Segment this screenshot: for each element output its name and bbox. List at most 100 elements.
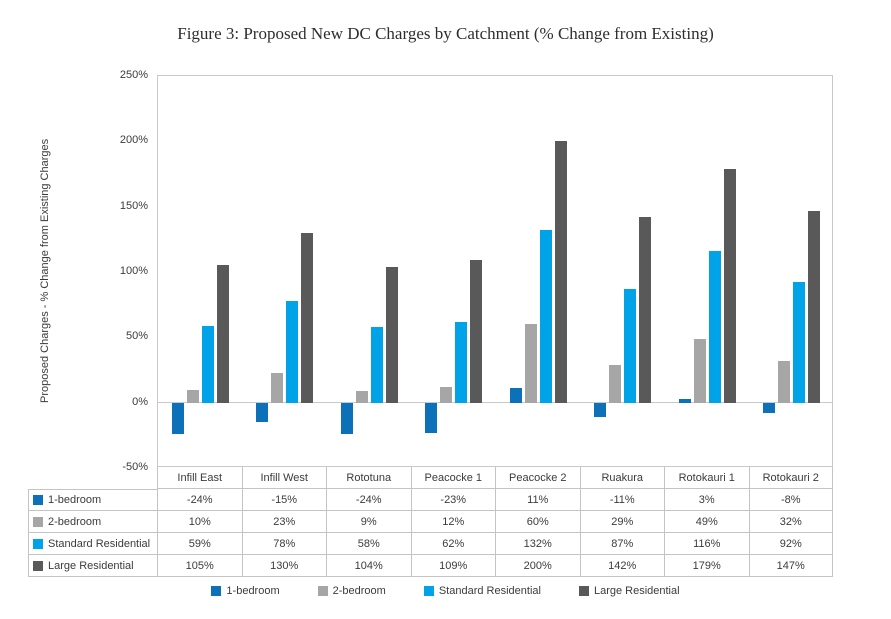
y-tick-label: 150% bbox=[119, 199, 148, 212]
bar-standard-residential bbox=[286, 300, 299, 403]
bar-group-infill-west bbox=[243, 76, 328, 466]
table-value-cell: -15% bbox=[241, 489, 326, 511]
table-value-cell: -24% bbox=[157, 489, 242, 511]
bar-1-bedroom bbox=[509, 388, 522, 403]
table-value-cell: 10% bbox=[157, 511, 242, 533]
series-name: 2-bedroom bbox=[48, 515, 102, 528]
table-value-cell: 23% bbox=[241, 511, 326, 533]
table-header-ruakura: Ruakura bbox=[579, 467, 664, 489]
table-row-label-large-residential: Large Residential bbox=[28, 555, 157, 577]
plot-area bbox=[157, 75, 833, 467]
legend-item-standard-residential: Standard Residential bbox=[423, 585, 541, 597]
bar-large-residential bbox=[470, 260, 483, 403]
table-value-cell: -24% bbox=[326, 489, 411, 511]
bar-standard-residential bbox=[370, 326, 383, 403]
bar-large-residential bbox=[639, 217, 652, 403]
legend-swatch-icon bbox=[423, 586, 434, 596]
bar-standard-residential bbox=[793, 282, 806, 403]
table-value-cell: 59% bbox=[157, 533, 242, 555]
bar-2-bedroom bbox=[271, 372, 284, 403]
table-header-peacocke-2: Peacocke 2 bbox=[495, 467, 580, 489]
table-value-cell: 104% bbox=[326, 555, 411, 577]
bar-2-bedroom bbox=[778, 360, 791, 403]
bar-group-peacocke-2 bbox=[496, 76, 581, 466]
bar-group-rototuna bbox=[327, 76, 412, 466]
series-swatch-icon bbox=[33, 538, 43, 549]
table-value-cell: 49% bbox=[664, 511, 749, 533]
bar-group-ruakura bbox=[581, 76, 666, 466]
table-value-cell: 87% bbox=[579, 533, 664, 555]
y-axis-title: Proposed Charges - % Change from Existin… bbox=[39, 138, 51, 404]
table-value-cell: 29% bbox=[579, 511, 664, 533]
chart-title: Figure 3: Proposed New DC Charges by Cat… bbox=[177, 24, 714, 43]
table-value-cell: 12% bbox=[410, 511, 495, 533]
y-tick-label: 50% bbox=[125, 330, 148, 343]
bar-2-bedroom bbox=[186, 389, 199, 403]
bar-standard-residential bbox=[455, 321, 468, 403]
bar-standard-residential bbox=[624, 288, 637, 403]
table-header-infill-east: Infill East bbox=[157, 467, 242, 489]
table-header-infill-west: Infill West bbox=[241, 467, 326, 489]
legend-swatch-icon bbox=[211, 586, 222, 596]
table-value-cell: 130% bbox=[241, 555, 326, 577]
legend-label: Standard Residential bbox=[438, 585, 541, 597]
table-row-label-2-bedroom: 2-bedroom bbox=[28, 511, 157, 533]
legend-label: 2-bedroom bbox=[332, 585, 386, 597]
table-header-peacocke-1: Peacocke 1 bbox=[410, 467, 495, 489]
table-value-cell: 132% bbox=[495, 533, 580, 555]
bar-1-bedroom bbox=[256, 402, 269, 423]
table-value-cell: 147% bbox=[748, 555, 833, 577]
series-name: 1-bedroom bbox=[48, 494, 102, 506]
bar-large-residential bbox=[385, 266, 398, 403]
bar-1-bedroom bbox=[594, 402, 607, 418]
legend: 1-bedroom 2-bedroom Standard Residential La… bbox=[0, 585, 891, 597]
bar-large-residential bbox=[216, 265, 229, 403]
series-swatch-icon bbox=[33, 495, 43, 505]
bar-1-bedroom bbox=[171, 402, 184, 435]
bar-1-bedroom bbox=[763, 402, 776, 414]
table-header-rotokauri-1: Rotokauri 1 bbox=[664, 467, 749, 489]
bar-group-peacocke-1 bbox=[412, 76, 497, 466]
table-value-cell: 200% bbox=[495, 555, 580, 577]
table-value-cell: 3% bbox=[664, 489, 749, 511]
series-name: Large Residential bbox=[48, 559, 134, 572]
table-header-rotokauri-2: Rotokauri 2 bbox=[748, 467, 833, 489]
table-value-cell: 78% bbox=[241, 533, 326, 555]
y-tick-label: 0% bbox=[132, 395, 148, 408]
legend-item-large-residential: Large Residential bbox=[578, 585, 680, 597]
series-swatch-icon bbox=[33, 560, 43, 571]
legend-swatch-icon bbox=[578, 586, 589, 596]
bar-group-infill-east bbox=[158, 76, 243, 466]
table-value-cell: 11% bbox=[495, 489, 580, 511]
bar-standard-residential bbox=[708, 251, 721, 403]
table-value-cell: 32% bbox=[748, 511, 833, 533]
table-value-cell: 60% bbox=[495, 511, 580, 533]
bar-standard-residential bbox=[201, 325, 214, 403]
y-tick-label: 100% bbox=[119, 265, 148, 277]
bar-standard-residential bbox=[539, 230, 552, 403]
bar-2-bedroom bbox=[440, 386, 453, 403]
table-value-cell: 179% bbox=[664, 555, 749, 577]
bar-2-bedroom bbox=[693, 338, 706, 403]
bar-large-residential bbox=[301, 232, 314, 403]
legend-item-2-bedroom: 2-bedroom bbox=[317, 585, 386, 597]
table-value-cell: 62% bbox=[410, 533, 495, 555]
series-name: Standard Residential bbox=[48, 537, 151, 550]
bar-2-bedroom bbox=[355, 390, 368, 403]
table-value-cell: 116% bbox=[664, 533, 749, 555]
bar-large-residential bbox=[808, 210, 821, 403]
table-value-cell: 142% bbox=[579, 555, 664, 577]
legend-label: 1-bedroom bbox=[226, 585, 280, 597]
table-value-cell: -23% bbox=[410, 489, 495, 511]
table-row-label-1-bedroom: 1-bedroom bbox=[28, 489, 157, 511]
y-tick-label: 250% bbox=[119, 69, 148, 81]
bar-1-bedroom bbox=[340, 402, 353, 435]
bar-2-bedroom bbox=[524, 324, 537, 403]
table-corner-spacer bbox=[28, 467, 157, 489]
bar-large-residential bbox=[554, 141, 567, 403]
bar-2-bedroom bbox=[609, 364, 622, 403]
table-value-cell: -11% bbox=[579, 489, 664, 511]
bar-group-rotokauri-1 bbox=[665, 76, 750, 466]
bar-1-bedroom bbox=[678, 398, 691, 403]
